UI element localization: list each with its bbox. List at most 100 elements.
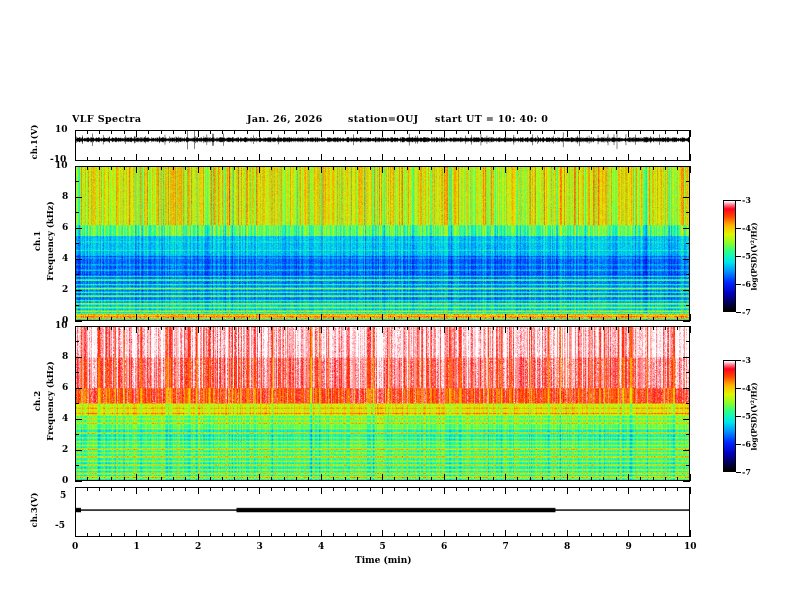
x-axis-major-tick	[505, 130, 506, 137]
x-axis-minor-tick	[541, 166, 543, 170]
x-axis-minor-tick	[283, 477, 285, 481]
x-axis-minor-tick	[99, 477, 101, 481]
x-axis-minor-tick	[185, 477, 187, 481]
x-axis-minor-tick	[185, 166, 187, 170]
x-axis-minor-tick	[480, 533, 482, 537]
x-axis-minor-tick	[185, 326, 187, 330]
x-axis-minor-tick	[406, 326, 408, 330]
x-axis-minor-tick	[357, 317, 359, 321]
y-axis-tick-label: 0	[62, 476, 69, 486]
y-axis-minor-tick	[75, 181, 79, 182]
y-axis-major-tick	[683, 165, 690, 167]
colorbar-tick-label: -7	[742, 307, 751, 317]
x-axis-major-tick	[689, 530, 691, 537]
x-axis-major-tick	[443, 314, 445, 321]
x-axis-minor-tick	[615, 130, 617, 134]
colorbar-tick-label: -6	[742, 439, 751, 449]
x-axis-major-tick	[382, 474, 383, 481]
y-axis-minor-tick	[686, 274, 690, 275]
x-axis-minor-tick	[345, 130, 347, 134]
y-axis-major-tick	[683, 320, 690, 322]
x-axis-minor-tick	[234, 166, 236, 170]
y-axis-minor-tick	[686, 434, 690, 435]
x-axis-major-tick	[320, 530, 322, 537]
header-station: station=OUJ	[348, 114, 419, 125]
x-axis-minor-tick	[468, 317, 470, 321]
y-axis-minor-tick	[75, 403, 79, 404]
y-axis-major-tick	[75, 227, 82, 229]
x-axis-minor-tick	[234, 326, 236, 330]
x-axis-minor-tick	[664, 477, 666, 481]
x-axis-major-tick	[566, 530, 568, 537]
x-axis-minor-tick	[517, 166, 519, 170]
x-axis-minor-tick	[591, 317, 593, 321]
x-axis-minor-tick	[111, 477, 113, 481]
x-axis-minor-tick	[468, 166, 470, 170]
x-axis-minor-tick	[209, 326, 211, 330]
x-axis-minor-tick	[529, 326, 531, 330]
x-axis-minor-tick	[172, 487, 174, 491]
x-axis-minor-tick	[99, 487, 101, 491]
panel-ch1-ytick-neg10: -10	[50, 155, 67, 165]
x-axis-minor-tick	[123, 317, 125, 321]
y-axis-major-tick	[75, 289, 82, 291]
x-axis-label: Time (min)	[355, 556, 412, 566]
panel-ch2-spec-ylabel-freq: Frequency (kHz)	[46, 361, 56, 441]
y-axis-major-tick	[683, 387, 690, 389]
x-axis-minor-tick	[160, 533, 162, 537]
x-axis-minor-tick	[418, 130, 420, 134]
x-axis-major-tick	[689, 154, 691, 161]
x-axis-minor-tick	[418, 317, 420, 321]
colorbar-tick	[736, 283, 741, 285]
x-axis-minor-tick	[615, 157, 617, 161]
x-axis-minor-tick	[123, 326, 125, 330]
x-axis-minor-tick	[492, 487, 494, 491]
x-axis-major-tick	[689, 326, 691, 333]
colorbar-tick	[736, 443, 741, 445]
x-axis-minor-tick	[160, 487, 162, 491]
x-axis-major-tick	[382, 130, 383, 137]
x-axis-major-tick	[136, 326, 137, 333]
x-axis-minor-tick	[406, 477, 408, 481]
x-axis-major-tick	[259, 166, 260, 173]
y-axis-major-tick	[683, 258, 690, 260]
x-axis-minor-tick	[603, 533, 605, 537]
x-axis-minor-tick	[160, 157, 162, 161]
x-axis-major-tick	[443, 166, 445, 173]
x-axis-minor-tick	[295, 166, 297, 170]
x-axis-minor-tick	[357, 487, 359, 491]
x-axis-major-tick	[689, 314, 691, 321]
x-axis-minor-tick	[111, 487, 113, 491]
x-axis-minor-tick	[529, 487, 531, 491]
x-axis-minor-tick	[554, 166, 556, 170]
colorbar-tick-label: -5	[742, 251, 751, 261]
x-axis-major-tick	[443, 326, 445, 333]
x-axis-minor-tick	[664, 317, 666, 321]
x-axis-minor-tick	[640, 487, 642, 491]
y-axis-tick-label: 4	[62, 254, 69, 264]
x-axis-minor-tick	[123, 533, 125, 537]
x-axis-minor-tick	[332, 317, 334, 321]
x-axis-tick-label: 10	[684, 542, 697, 552]
x-axis-minor-tick	[640, 326, 642, 330]
x-axis-minor-tick	[431, 326, 433, 330]
x-axis-minor-tick	[541, 487, 543, 491]
x-axis-minor-tick	[357, 130, 359, 134]
colorbar-ch2-caption: log(PSD)(V²/Hz)	[749, 382, 759, 451]
x-axis-minor-tick	[652, 166, 654, 170]
x-axis-minor-tick	[480, 130, 482, 134]
x-axis-minor-tick	[369, 317, 371, 321]
y-axis-major-tick	[75, 196, 82, 198]
y-axis-minor-tick	[75, 243, 79, 244]
x-axis-minor-tick	[160, 326, 162, 330]
x-axis-major-tick	[320, 130, 322, 137]
x-axis-minor-tick	[492, 166, 494, 170]
colorbar-tick-label: -3	[742, 195, 751, 205]
y-axis-minor-tick	[686, 372, 690, 373]
x-axis-major-tick	[566, 326, 568, 333]
x-axis-major-tick	[505, 326, 506, 333]
x-axis-minor-tick	[345, 166, 347, 170]
y-axis-tick-label: 8	[62, 192, 69, 202]
y-axis-minor-tick	[75, 274, 79, 275]
x-axis-minor-tick	[185, 533, 187, 537]
